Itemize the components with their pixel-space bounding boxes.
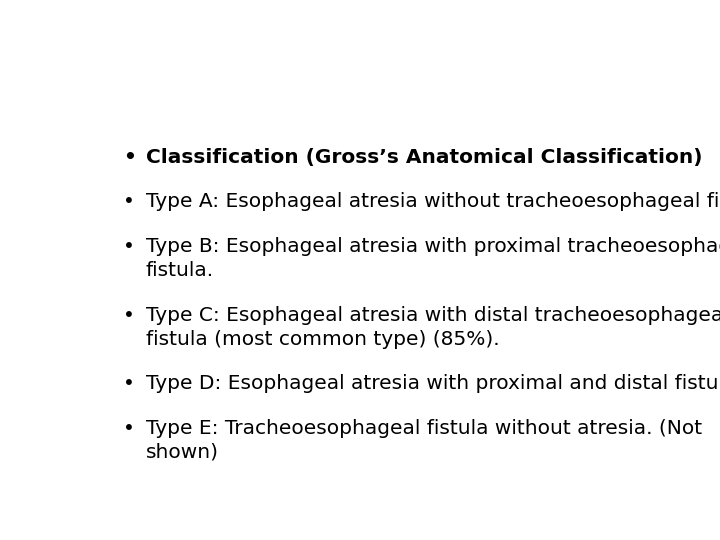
Text: fistula.: fistula. [145,261,214,280]
Text: •: • [124,192,135,212]
Text: Type D: Esophageal atresia with proximal and distal fistula.: Type D: Esophageal atresia with proximal… [145,374,720,393]
Text: Type C: Esophageal atresia with distal tracheoesophageal: Type C: Esophageal atresia with distal t… [145,306,720,325]
Text: •: • [124,237,135,256]
Text: Type A: Esophageal atresia without tracheoesophageal fistula.: Type A: Esophageal atresia without trach… [145,192,720,212]
Text: Type B: Esophageal atresia with proximal tracheoesophageal: Type B: Esophageal atresia with proximal… [145,237,720,256]
Text: •: • [124,306,135,325]
Text: Type E: Tracheoesophageal fistula without atresia. (Not: Type E: Tracheoesophageal fistula withou… [145,418,702,437]
Text: Classification (Gross’s Anatomical Classification): Classification (Gross’s Anatomical Class… [145,148,702,167]
Text: •: • [124,418,135,437]
Text: shown): shown) [145,443,219,462]
Text: fistula (most common type) (85%).: fistula (most common type) (85%). [145,329,500,349]
Text: •: • [124,374,135,393]
Text: •: • [124,148,136,167]
